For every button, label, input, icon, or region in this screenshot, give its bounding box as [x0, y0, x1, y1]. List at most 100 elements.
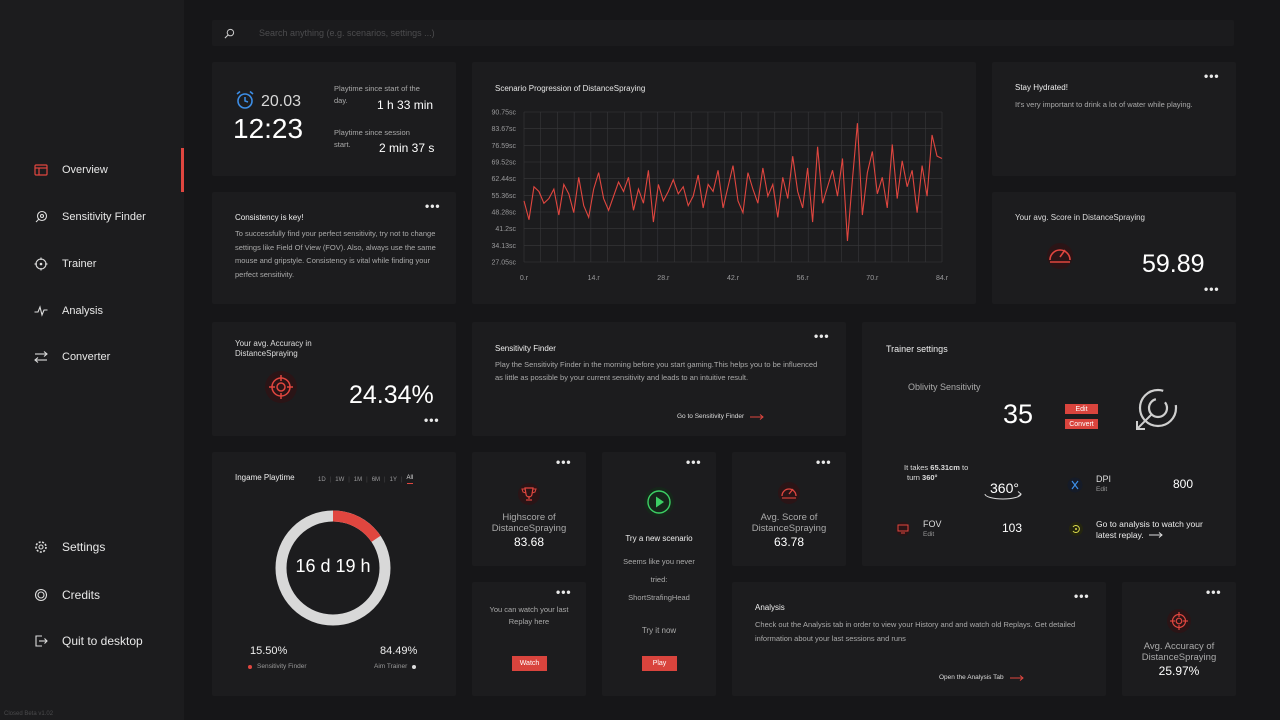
- playtime-day-label: Playtime since start of the day.: [334, 84, 420, 105]
- target-icon: [265, 371, 297, 403]
- chart-series-line: [523, 123, 943, 241]
- mouse-dpi-icon: [1067, 477, 1083, 493]
- takes-to: to: [961, 463, 969, 472]
- convert-sensitivity-button[interactable]: Convert: [1065, 419, 1098, 429]
- more-options-icon[interactable]: •••: [425, 199, 441, 213]
- chart-x-tick: 84.r: [936, 275, 949, 282]
- highscore-card: ••• Highscore of DistanceSpraying 83.68: [472, 452, 586, 566]
- search-input[interactable]: [259, 28, 859, 38]
- arrow-right-icon: [1009, 674, 1024, 681]
- more-options-icon[interactable]: •••: [1204, 69, 1220, 83]
- nav-item-settings[interactable]: Settings: [34, 540, 105, 554]
- avg-score-card: Your avg. Score in DistanceSpraying 59.8…: [992, 192, 1236, 304]
- go-to-sensitivity-finder-link[interactable]: Go to Sensitivity Finder: [677, 413, 764, 420]
- nav-item-analysis[interactable]: Analysis: [34, 304, 103, 318]
- avg-accuracy-card: Your avg. Accuracy in DistanceSpraying 2…: [212, 322, 456, 436]
- game-name: Oblivity Sensitivity: [908, 382, 981, 392]
- chart-x-tick: 70.r: [866, 275, 879, 282]
- play-circle-icon[interactable]: [644, 487, 674, 517]
- go-to-analysis-replay-link[interactable]: Go to analysis to watch your latest repl…: [1096, 519, 1206, 541]
- consistency-card: ••• Consistency is key! To successfully …: [212, 192, 456, 304]
- more-options-icon[interactable]: •••: [556, 585, 572, 599]
- chart-y-tick: 55.36sc: [491, 193, 516, 200]
- more-options-icon[interactable]: •••: [1074, 589, 1090, 603]
- analysis-text: Check out the Analysis tab in order to v…: [755, 620, 1076, 643]
- dpi-edit-link[interactable]: Edit: [1096, 486, 1108, 493]
- more-options-icon[interactable]: •••: [814, 329, 830, 343]
- takes-prefix: It takes: [904, 463, 929, 472]
- nav-label: Overview: [62, 164, 108, 176]
- edit-sensitivity-button[interactable]: Edit: [1065, 404, 1098, 414]
- trainer-settings-title: Trainer settings: [886, 344, 948, 354]
- aim-pct: 84.49%: [380, 645, 418, 657]
- monitor-fov-icon: [896, 522, 910, 536]
- play-scenario-button[interactable]: Play: [642, 656, 677, 671]
- rotation-arrow-icon: [984, 491, 1022, 500]
- more-options-icon[interactable]: •••: [686, 455, 702, 469]
- scenario-cta: Try it now: [641, 626, 677, 635]
- fov-edit-link[interactable]: Edit: [923, 531, 935, 538]
- nav-item-converter[interactable]: Converter: [34, 350, 110, 364]
- trainer-settings-card: Trainer settings Oblivity Sensitivity 35…: [862, 322, 1236, 566]
- tab-all[interactable]: All: [406, 475, 414, 484]
- version-label: Closed Beta v1.02: [4, 711, 54, 717]
- date-display: 20.03: [261, 93, 302, 110]
- avg-accuracy-small-label: Avg. Accuracy of DistanceSpraying: [1141, 641, 1217, 663]
- nav-label: Settings: [62, 540, 106, 554]
- playtime-session-value: 2 min 37 s: [379, 141, 435, 155]
- avg-accuracy-value: 24.34%: [349, 381, 434, 409]
- tab-1y[interactable]: 1Y: [389, 476, 397, 483]
- fov-value: 103: [1002, 521, 1023, 535]
- clock-card: 20.03 12:23 Playtime since start of the …: [212, 62, 456, 176]
- time-display: 12:23: [233, 113, 304, 144]
- legend-dot-red: [248, 664, 252, 669]
- more-options-icon[interactable]: •••: [816, 455, 832, 469]
- more-options-icon[interactable]: •••: [1204, 282, 1220, 296]
- nav-item-sensitivity-finder[interactable]: Sensitivity Finder: [34, 210, 146, 224]
- arrow-right-icon: [1148, 532, 1163, 538]
- tab-6m[interactable]: 6M: [371, 476, 381, 483]
- nav-item-overview[interactable]: Overview: [34, 163, 108, 177]
- time-range-tabs: 1D | 1W | 1M | 6M | 1Y | All: [318, 475, 414, 484]
- ingame-playtime-title: Ingame Playtime: [235, 473, 295, 482]
- total-playtime: 16 d 19 h: [295, 556, 371, 576]
- nav-label: Trainer: [62, 258, 97, 270]
- search-bar: [212, 20, 1234, 46]
- avg-accuracy-small-card: ••• Avg. Accuracy of DistanceSpraying 25…: [1122, 582, 1236, 696]
- trophy-icon: [518, 483, 540, 505]
- takes-cm: 65.31cm: [930, 463, 960, 472]
- legend-sensitivity: Sensitivity Finder: [248, 663, 307, 670]
- tab-1w[interactable]: 1W: [335, 476, 345, 483]
- chart-y-tick: 34.13sc: [491, 243, 516, 250]
- chart-y-tick: 48.28sc: [491, 210, 516, 217]
- sensitivity-finder-title: Sensitivity Finder: [495, 344, 556, 353]
- progression-line-chart: 90.75sc 83.67sc 76.59sc 69.52sc 62.44sc 55.36…: [491, 110, 949, 283]
- nav-label: Credits: [62, 588, 101, 602]
- sensitivity-pct: 15.50%: [250, 645, 288, 657]
- watch-replay-button[interactable]: Watch: [512, 656, 547, 671]
- dpi-label: DPI: [1096, 474, 1112, 484]
- nav-item-credits[interactable]: Credits: [34, 588, 100, 602]
- open-analysis-tab-link[interactable]: Open the Analysis Tab: [939, 674, 1024, 681]
- circle-icon: [34, 588, 48, 602]
- more-options-icon[interactable]: •••: [424, 413, 440, 427]
- chart-x-tick: 56.r: [797, 275, 810, 282]
- legend-label: Aim Trainer: [374, 663, 408, 670]
- nav-item-quit[interactable]: Quit to desktop: [34, 634, 143, 648]
- ingame-playtime-card: Ingame Playtime 1D | 1W | 1M | 6M | 1Y | All …: [212, 452, 456, 696]
- deg-badge: 360°: [990, 480, 1019, 496]
- chart-y-tick: 41.2sc: [495, 226, 516, 233]
- playtime-day-value: 1 h 33 min: [377, 98, 434, 112]
- crosshair-icon: [34, 257, 48, 271]
- tab-1m[interactable]: 1M: [353, 476, 363, 483]
- hydration-title: Stay Hydrated!: [1015, 83, 1068, 92]
- tab-1d[interactable]: 1D: [318, 476, 326, 483]
- nav-item-trainer[interactable]: Trainer: [34, 257, 96, 271]
- arrow-right-icon: [750, 413, 764, 420]
- consistency-title: Consistency is key!: [235, 213, 304, 222]
- more-options-icon[interactable]: •••: [556, 455, 572, 469]
- more-options-icon[interactable]: •••: [1206, 585, 1222, 599]
- avg-score-small-label: Avg. Score of DistanceSpraying: [751, 512, 827, 534]
- active-nav-indicator: [181, 148, 184, 192]
- overview-icon: [34, 163, 48, 177]
